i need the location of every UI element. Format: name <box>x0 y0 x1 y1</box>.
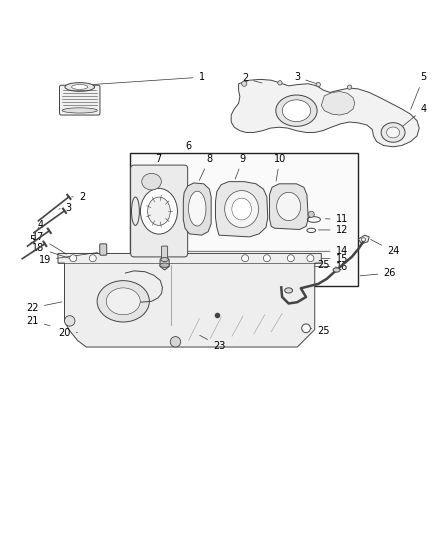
Circle shape <box>64 316 75 326</box>
Text: 14: 14 <box>170 246 348 256</box>
Ellipse shape <box>283 100 311 122</box>
Text: 10: 10 <box>274 154 286 181</box>
Circle shape <box>347 85 352 90</box>
Text: 13: 13 <box>141 265 160 276</box>
Polygon shape <box>184 183 211 235</box>
Text: 20: 20 <box>58 328 78 337</box>
Text: 1: 1 <box>91 72 205 85</box>
Ellipse shape <box>285 288 293 293</box>
Circle shape <box>170 336 181 347</box>
Polygon shape <box>58 254 321 347</box>
Polygon shape <box>269 184 308 230</box>
Ellipse shape <box>361 238 366 241</box>
Ellipse shape <box>142 173 161 190</box>
Text: 4: 4 <box>38 220 44 230</box>
Ellipse shape <box>65 83 95 91</box>
Circle shape <box>316 83 321 87</box>
Text: 6: 6 <box>185 141 191 150</box>
Text: 2: 2 <box>242 74 262 84</box>
FancyBboxPatch shape <box>162 246 168 259</box>
Circle shape <box>278 80 282 85</box>
Circle shape <box>89 255 96 262</box>
Ellipse shape <box>141 188 177 234</box>
Ellipse shape <box>381 123 405 142</box>
Ellipse shape <box>387 127 399 138</box>
Text: 5: 5 <box>30 235 36 245</box>
Text: 16: 16 <box>172 262 348 271</box>
Ellipse shape <box>97 281 149 322</box>
Text: 19: 19 <box>39 253 98 265</box>
Polygon shape <box>358 235 369 244</box>
FancyBboxPatch shape <box>131 165 187 257</box>
Ellipse shape <box>188 191 206 226</box>
Ellipse shape <box>161 257 169 262</box>
Ellipse shape <box>225 191 258 228</box>
Bar <box>130 154 358 286</box>
Ellipse shape <box>277 192 300 221</box>
Text: 8: 8 <box>199 154 212 180</box>
Text: 15: 15 <box>171 254 348 264</box>
Ellipse shape <box>276 95 317 126</box>
Circle shape <box>242 81 247 86</box>
Text: 12: 12 <box>318 225 348 235</box>
Text: 7: 7 <box>154 154 161 168</box>
Circle shape <box>308 211 314 217</box>
Text: 25: 25 <box>311 326 330 336</box>
Text: 22: 22 <box>26 302 62 313</box>
Polygon shape <box>231 79 419 147</box>
Circle shape <box>307 255 314 262</box>
Circle shape <box>70 255 77 262</box>
Polygon shape <box>321 92 355 115</box>
Ellipse shape <box>232 198 251 220</box>
Text: 24: 24 <box>371 239 399 256</box>
Ellipse shape <box>106 288 140 315</box>
Text: 21: 21 <box>27 316 50 326</box>
Circle shape <box>302 324 311 333</box>
Ellipse shape <box>71 85 88 90</box>
Ellipse shape <box>160 263 170 268</box>
FancyBboxPatch shape <box>100 244 107 255</box>
Text: 3: 3 <box>59 203 72 213</box>
Ellipse shape <box>62 108 97 113</box>
Text: 2: 2 <box>72 192 85 202</box>
Text: 17: 17 <box>32 232 67 254</box>
Ellipse shape <box>333 268 340 272</box>
Text: 3: 3 <box>294 72 317 84</box>
Polygon shape <box>160 256 169 270</box>
Circle shape <box>263 255 270 262</box>
Text: 4: 4 <box>397 104 427 131</box>
Circle shape <box>287 255 294 262</box>
Polygon shape <box>215 182 268 237</box>
Ellipse shape <box>148 197 170 225</box>
Text: 5: 5 <box>411 72 427 109</box>
Text: 9: 9 <box>235 154 246 179</box>
Text: 26: 26 <box>360 268 396 278</box>
Text: 25: 25 <box>317 260 338 270</box>
FancyBboxPatch shape <box>60 85 100 115</box>
Text: 23: 23 <box>200 335 225 351</box>
Circle shape <box>242 255 249 262</box>
Text: 11: 11 <box>325 214 348 224</box>
Text: 18: 18 <box>32 243 76 261</box>
